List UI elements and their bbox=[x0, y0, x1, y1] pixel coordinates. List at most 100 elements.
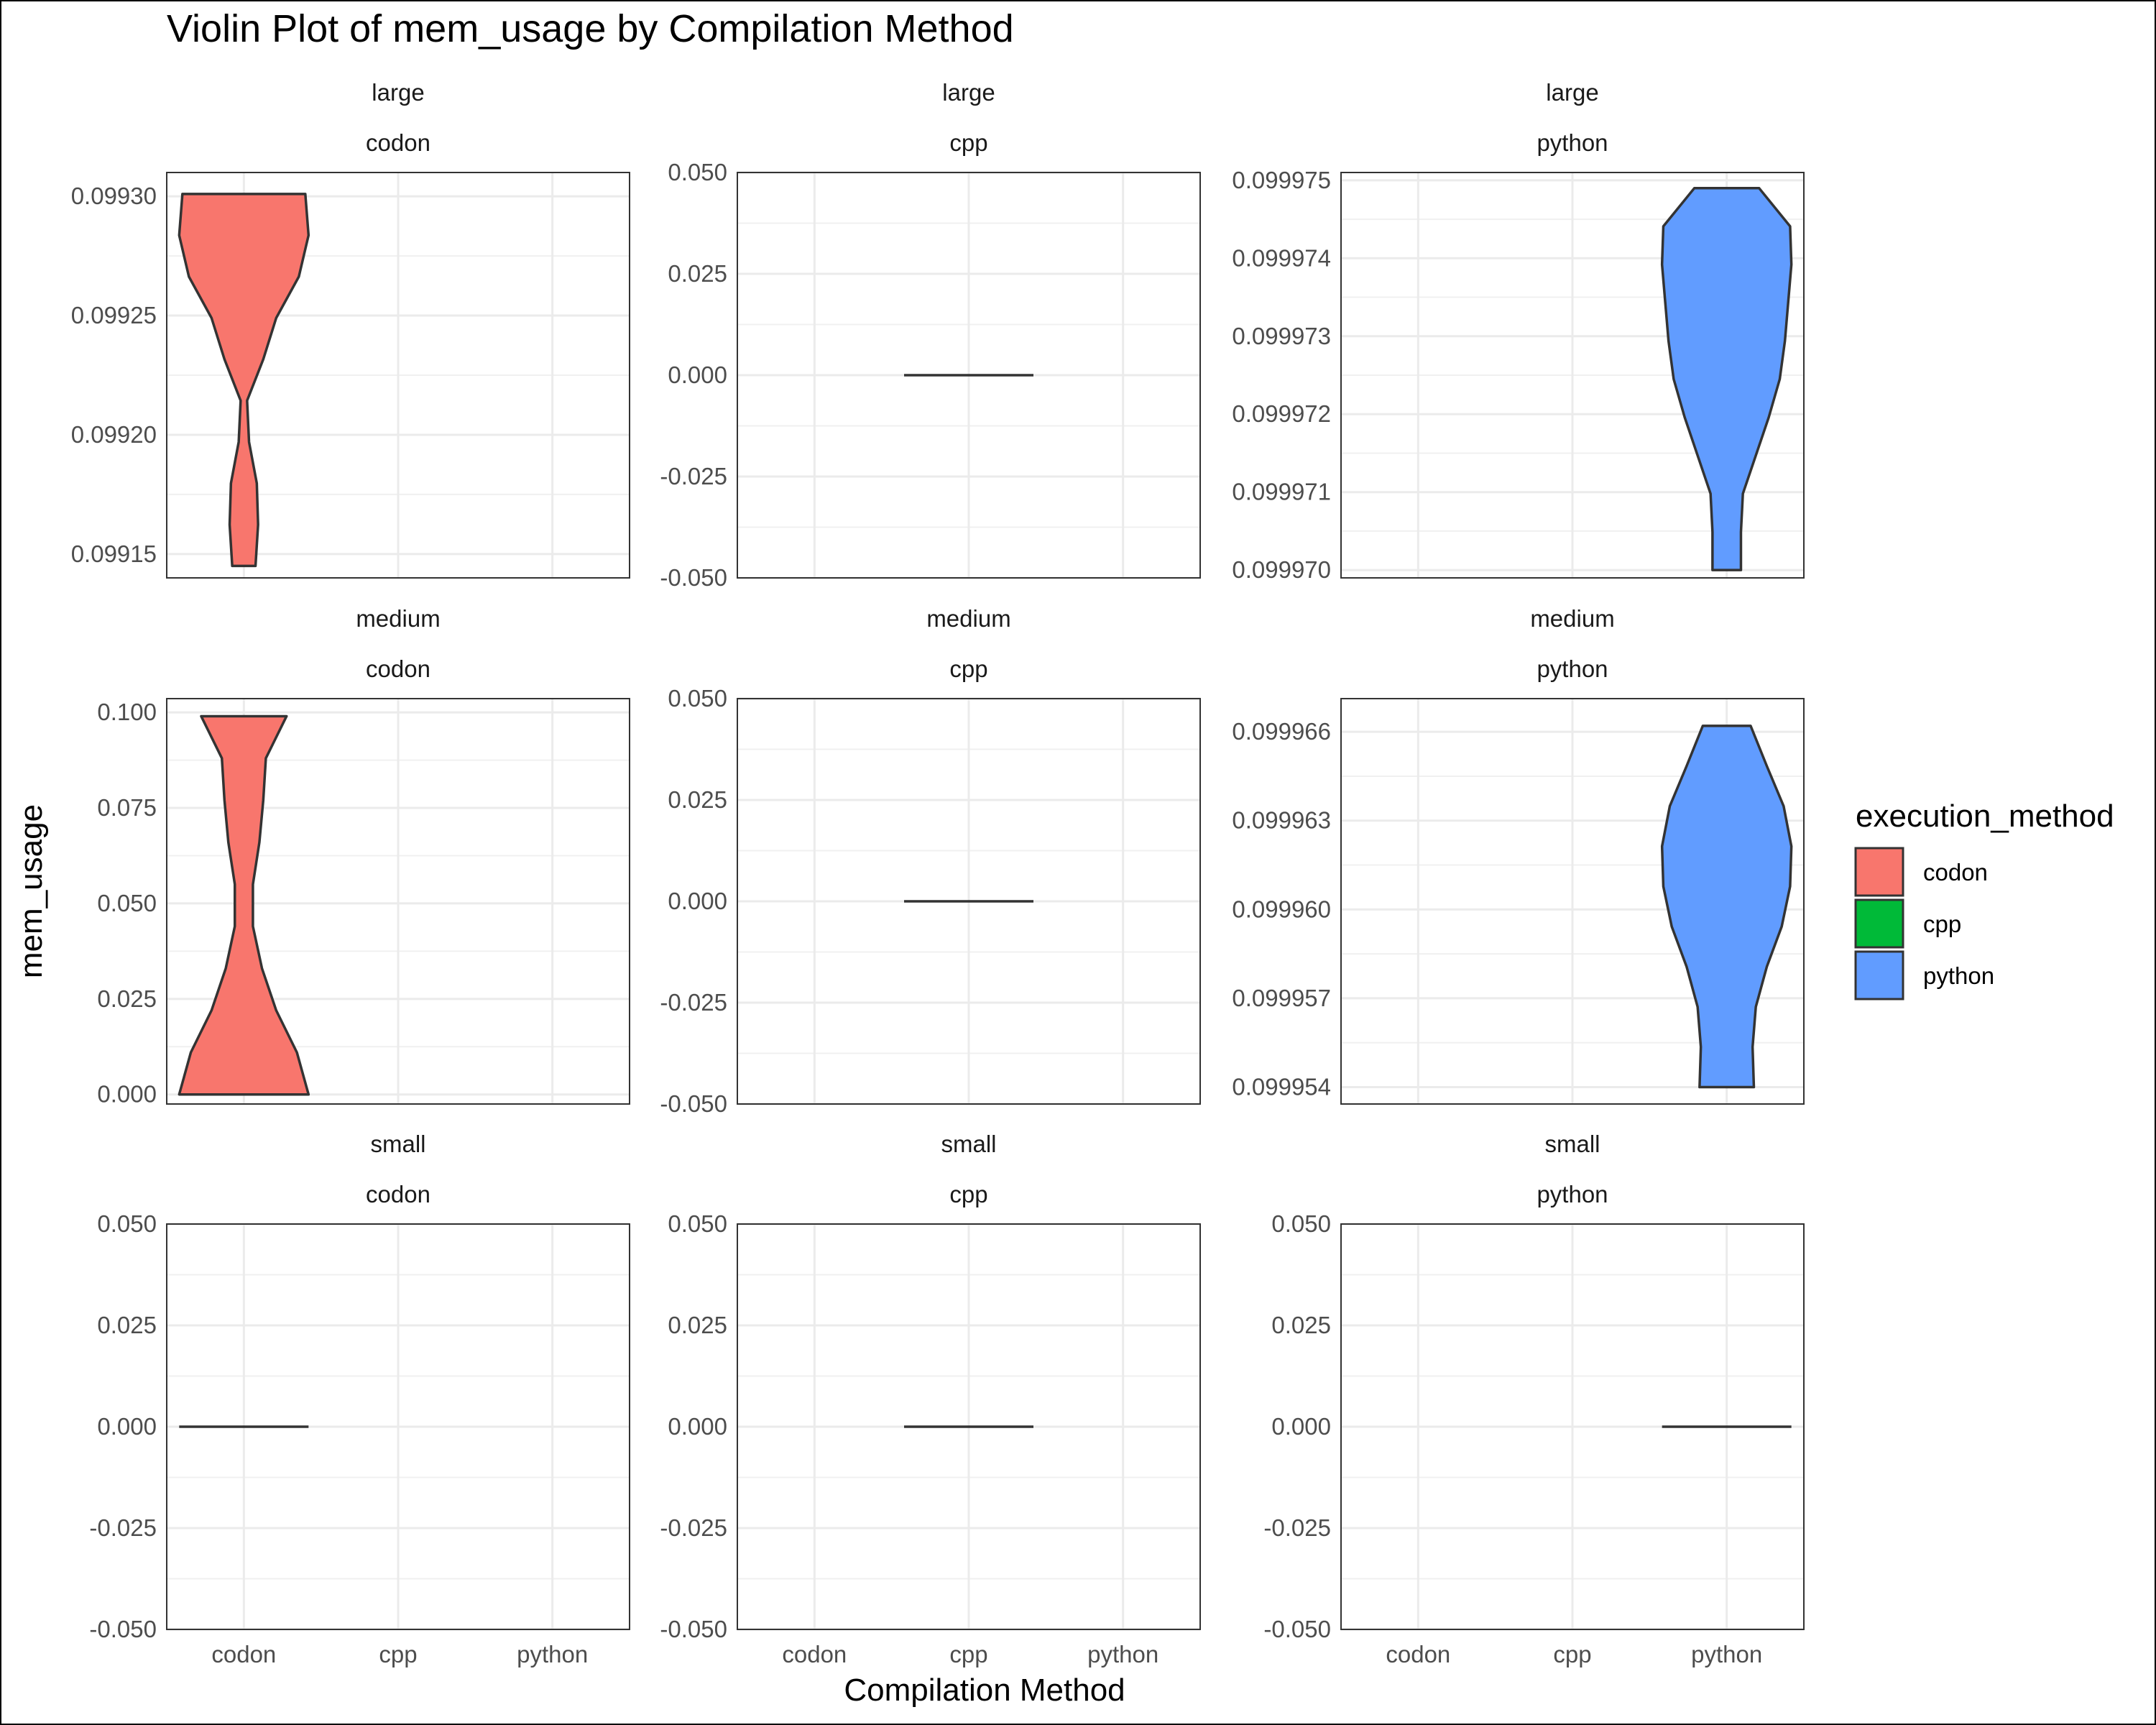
y-tick-label: 0.000 bbox=[668, 1413, 727, 1440]
strip-label-col: python bbox=[1537, 656, 1608, 682]
strip-label-row: medium bbox=[1530, 605, 1614, 632]
y-tick-label: 0.050 bbox=[668, 685, 727, 712]
facet-panel-medium-cpp: medium cpp -0.050 -0.025 0.000 0.025 0.050 bbox=[660, 605, 1201, 1117]
y-tick-label: 0.099974 bbox=[1232, 244, 1331, 271]
x-tick-label: codon bbox=[782, 1641, 847, 1668]
legend-key-cpp bbox=[1854, 898, 1904, 949]
legend-label-codon: codon bbox=[1923, 859, 1988, 886]
y-tick-label: 0.09915 bbox=[71, 540, 157, 567]
y-tick-label: -0.025 bbox=[660, 1514, 727, 1541]
y-tick-label: 0.025 bbox=[97, 985, 157, 1012]
panel-border bbox=[737, 698, 1201, 1105]
y-tick-label: 0.000 bbox=[668, 888, 727, 914]
legend-title: execution_method bbox=[1856, 799, 2114, 834]
strip-label-col: codon bbox=[366, 1181, 430, 1208]
y-tick-label: 0.099973 bbox=[1232, 323, 1331, 349]
panel-border bbox=[1340, 1223, 1805, 1630]
x-tick-label: codon bbox=[1386, 1641, 1450, 1668]
legend-label-python: python bbox=[1923, 962, 1994, 989]
chart-title: Violin Plot of mem_usage by Compilation … bbox=[167, 7, 1014, 50]
y-tick-label: -0.025 bbox=[660, 989, 727, 1016]
facet-panel-small-codon: small codon -0.050 -0.025 0.000 0.025 0.050 cod… bbox=[89, 1131, 630, 1668]
y-tick-label: 0.099970 bbox=[1232, 556, 1331, 583]
panel-border bbox=[1340, 698, 1805, 1105]
facet-panel-small-python: small python -0.050 -0.025 0.000 0.025 0.050 co… bbox=[1263, 1131, 1805, 1668]
y-tick-label: -0.050 bbox=[660, 1090, 727, 1117]
legend-label-cpp: cpp bbox=[1923, 911, 1961, 937]
y-tick-label: -0.025 bbox=[660, 463, 727, 489]
y-tick-label: 0.050 bbox=[97, 1210, 157, 1237]
y-tick-label: 0.099971 bbox=[1232, 479, 1331, 505]
y-tick-label: 0.09925 bbox=[71, 302, 157, 328]
x-tick-label: cpp bbox=[379, 1641, 417, 1668]
y-tick-label: 0.099954 bbox=[1232, 1074, 1331, 1100]
y-tick-label: 0.099963 bbox=[1232, 807, 1331, 834]
x-tick-label: python bbox=[517, 1641, 588, 1668]
y-tick-label: -0.025 bbox=[1263, 1514, 1331, 1541]
y-tick-label: 0.09920 bbox=[71, 421, 157, 448]
y-tick-label: 0.099972 bbox=[1232, 400, 1331, 427]
strip-label-row: large bbox=[942, 79, 995, 106]
y-tick-label: 0.099957 bbox=[1232, 985, 1331, 1011]
legend-key-codon bbox=[1854, 847, 1904, 897]
y-tick-label: 0.025 bbox=[668, 260, 727, 287]
strip-label-row: small bbox=[1544, 1131, 1600, 1157]
y-tick-label: -0.050 bbox=[1263, 1616, 1331, 1642]
y-tick-label: -0.050 bbox=[660, 564, 727, 591]
y-tick-label: 0.025 bbox=[97, 1312, 157, 1338]
strip-label-row: small bbox=[370, 1131, 425, 1157]
x-tick-label: codon bbox=[211, 1641, 276, 1668]
violin-codon bbox=[178, 714, 310, 1096]
strip-label-row: large bbox=[372, 79, 424, 106]
panel-border bbox=[737, 172, 1201, 579]
y-tick-label: 0.099975 bbox=[1232, 167, 1331, 193]
y-tick-label: 0.000 bbox=[1271, 1413, 1331, 1440]
y-tick-label: 0.000 bbox=[97, 1413, 157, 1440]
x-axis-title: Compilation Method bbox=[844, 1673, 1125, 1708]
y-tick-label: 0.075 bbox=[97, 794, 157, 821]
panel-border bbox=[166, 698, 630, 1105]
legend: execution_method codon cpp python bbox=[1854, 799, 2114, 1000]
facet-panel-medium-python: medium python 0.099954 0.099957 0.099960 0.09… bbox=[1232, 605, 1805, 1105]
y-tick-label: 0.050 bbox=[97, 890, 157, 916]
panel-border bbox=[1340, 172, 1805, 579]
x-tick-label: python bbox=[1691, 1641, 1762, 1668]
violin-python bbox=[1660, 724, 1793, 1089]
strip-label-col: python bbox=[1537, 1181, 1608, 1208]
y-axis-title: mem_usage bbox=[14, 804, 49, 978]
y-tick-label: 0.000 bbox=[668, 362, 727, 388]
facet-panel-large-cpp: large cpp -0.050 -0.025 0.000 0.025 0.050 bbox=[660, 79, 1201, 591]
violin-codon bbox=[178, 193, 310, 568]
violin-python bbox=[1660, 186, 1793, 571]
strip-label-col: cpp bbox=[949, 129, 987, 156]
y-tick-label: 0.099966 bbox=[1232, 718, 1331, 745]
facet-panel-large-codon: large codon 0.09915 0.09920 0.09925 0.09930 bbox=[71, 79, 630, 579]
y-tick-label: -0.025 bbox=[89, 1514, 157, 1541]
facet-panel-small-cpp: small cpp -0.050 -0.025 0.000 0.025 0.050 codon… bbox=[660, 1131, 1201, 1668]
strip-label-col: codon bbox=[366, 129, 430, 156]
y-tick-label: 0.09930 bbox=[71, 183, 157, 209]
y-tick-label: -0.050 bbox=[89, 1616, 157, 1642]
strip-label-row: large bbox=[1546, 79, 1598, 106]
strip-label-col: cpp bbox=[949, 1181, 987, 1208]
strip-label-col: codon bbox=[366, 656, 430, 682]
strip-label-row: medium bbox=[926, 605, 1010, 632]
y-tick-label: 0.025 bbox=[1271, 1312, 1331, 1338]
strip-label-row: small bbox=[941, 1131, 996, 1157]
y-tick-label: 0.050 bbox=[668, 159, 727, 185]
x-tick-label: cpp bbox=[1553, 1641, 1591, 1668]
y-tick-label: 0.025 bbox=[668, 1312, 727, 1338]
legend-key-python bbox=[1854, 950, 1904, 1000]
y-tick-label: 0.000 bbox=[97, 1081, 157, 1108]
strip-label-col: cpp bbox=[949, 656, 987, 682]
y-tick-label: 0.025 bbox=[668, 786, 727, 813]
strip-label-row: medium bbox=[356, 605, 440, 632]
y-tick-label: 0.100 bbox=[97, 699, 157, 725]
facet-panel-large-python: large python 0.099970 0.099971 0.099972 0.099… bbox=[1232, 79, 1805, 583]
facet-panels: largecodon0.099150.099200.099250.09930la… bbox=[71, 79, 1805, 1668]
y-tick-label: -0.050 bbox=[660, 1616, 727, 1642]
panel-border bbox=[166, 1223, 630, 1630]
x-tick-label: cpp bbox=[949, 1641, 987, 1668]
